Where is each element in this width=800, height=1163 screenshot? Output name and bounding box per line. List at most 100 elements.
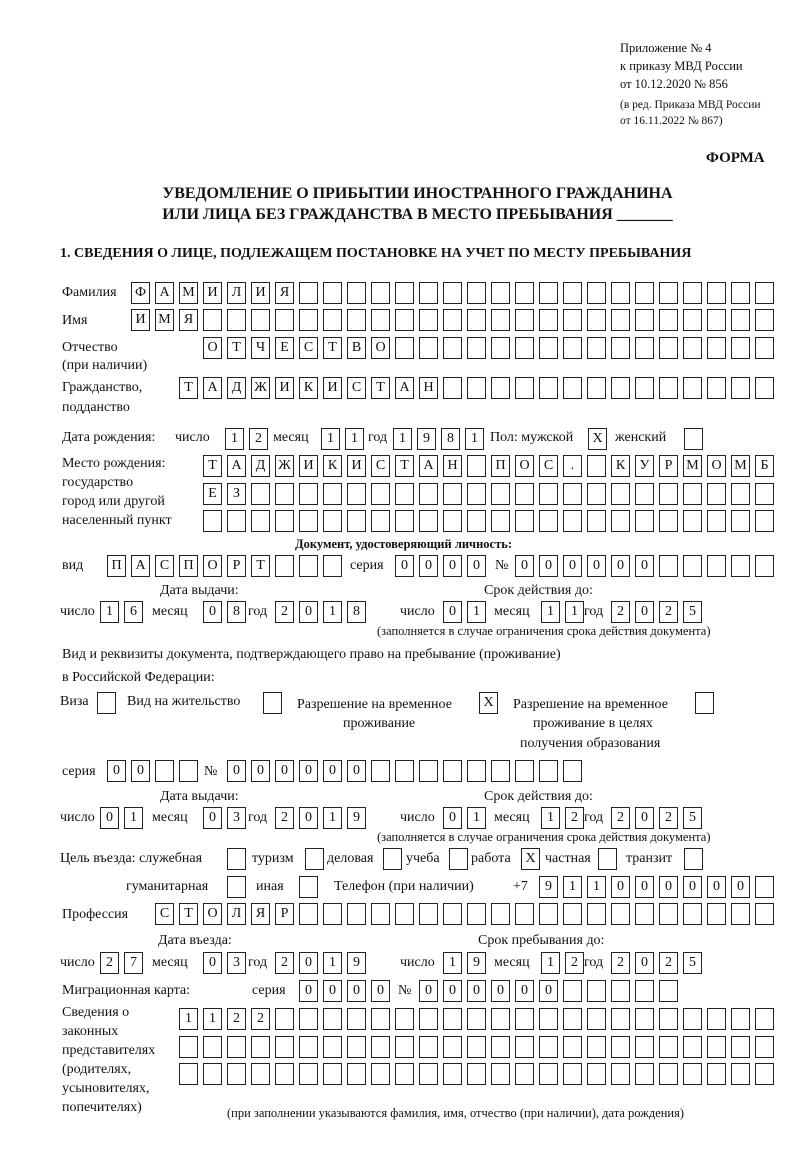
cell-mig-number[interactable]: [563, 980, 582, 1002]
cell-stay-issue-month[interactable]: 0: [203, 807, 222, 829]
checkbox-p-private[interactable]: [598, 848, 617, 870]
cell-stay-valid-year[interactable]: 5: [683, 807, 702, 829]
cell-profession[interactable]: Т: [179, 903, 198, 925]
cell-id-kind[interactable]: [275, 555, 294, 577]
cell-id-number[interactable]: [707, 555, 726, 577]
cell-stay-number[interactable]: [371, 760, 390, 782]
cell-surname[interactable]: И: [251, 282, 270, 304]
cell-birth-place2[interactable]: [539, 483, 558, 505]
cell-reps2[interactable]: [179, 1036, 198, 1058]
cell-id-issue-year[interactable]: 1: [323, 601, 342, 623]
cell-birth-place3[interactable]: [323, 510, 342, 532]
cell-profession[interactable]: [659, 903, 678, 925]
cell-name[interactable]: [587, 309, 606, 331]
cell-id-number[interactable]: 0: [539, 555, 558, 577]
cell-surname[interactable]: [611, 282, 630, 304]
cell-id-series[interactable]: 0: [467, 555, 486, 577]
cell-patronymic[interactable]: Т: [323, 337, 342, 359]
cell-stay-number[interactable]: [395, 760, 414, 782]
cell-birth-place1[interactable]: С: [371, 455, 390, 477]
cell-stay-issue-day[interactable]: 1: [124, 807, 143, 829]
cell-reps3[interactable]: [203, 1063, 222, 1085]
cell-patronymic[interactable]: [707, 337, 726, 359]
cell-id-issue-year[interactable]: 0: [299, 601, 318, 623]
cell-id-number[interactable]: 0: [563, 555, 582, 577]
cell-profession[interactable]: [323, 903, 342, 925]
cell-reps1[interactable]: [299, 1008, 318, 1030]
cell-reps1[interactable]: [587, 1008, 606, 1030]
cell-stay-number[interactable]: [563, 760, 582, 782]
cell-reps2[interactable]: [659, 1036, 678, 1058]
cell-name[interactable]: [659, 309, 678, 331]
cell-reps2[interactable]: [635, 1036, 654, 1058]
cell-id-kind[interactable]: А: [131, 555, 150, 577]
cell-profession[interactable]: [515, 903, 534, 925]
cell-birth-place1[interactable]: К: [323, 455, 342, 477]
cell-stay-year[interactable]: 0: [635, 952, 654, 974]
cell-citizenship[interactable]: К: [299, 377, 318, 399]
cell-patronymic[interactable]: [539, 337, 558, 359]
cell-birth-place3[interactable]: [683, 510, 702, 532]
cell-stay-number[interactable]: [539, 760, 558, 782]
cell-stay-number[interactable]: 0: [299, 760, 318, 782]
cell-birth-place3[interactable]: [515, 510, 534, 532]
cell-profession[interactable]: [587, 903, 606, 925]
cell-reps1[interactable]: [635, 1008, 654, 1030]
cell-birth-place1[interactable]: У: [635, 455, 654, 477]
cell-mig-number[interactable]: [635, 980, 654, 1002]
cell-patronymic[interactable]: [635, 337, 654, 359]
cell-reps2[interactable]: [683, 1036, 702, 1058]
cell-reps2[interactable]: [539, 1036, 558, 1058]
cell-reps3[interactable]: [707, 1063, 726, 1085]
cell-name[interactable]: [395, 309, 414, 331]
cell-id-valid-day[interactable]: 0: [443, 601, 462, 623]
cell-citizenship[interactable]: [707, 377, 726, 399]
cell-citizenship[interactable]: [563, 377, 582, 399]
cell-birth-place3[interactable]: [251, 510, 270, 532]
cell-birth-place3[interactable]: [659, 510, 678, 532]
cell-reps2[interactable]: [371, 1036, 390, 1058]
cell-name[interactable]: Я: [179, 309, 198, 331]
cell-stay-valid-year[interactable]: 0: [635, 807, 654, 829]
cell-surname[interactable]: [347, 282, 366, 304]
cell-reps2[interactable]: [347, 1036, 366, 1058]
cell-birth-place3[interactable]: [371, 510, 390, 532]
cell-reps3[interactable]: [227, 1063, 246, 1085]
cell-phone[interactable]: 1: [587, 876, 606, 898]
cell-name[interactable]: [227, 309, 246, 331]
cell-name[interactable]: [251, 309, 270, 331]
cell-birth-place2[interactable]: [683, 483, 702, 505]
checkbox-p-business[interactable]: [383, 848, 402, 870]
cell-surname[interactable]: Я: [275, 282, 294, 304]
cell-reps2[interactable]: [515, 1036, 534, 1058]
cell-citizenship[interactable]: С: [347, 377, 366, 399]
cell-reps2[interactable]: [587, 1036, 606, 1058]
cell-citizenship[interactable]: [539, 377, 558, 399]
cell-birth-place2[interactable]: [443, 483, 462, 505]
checkbox-p-tourism[interactable]: [305, 848, 324, 870]
cell-profession[interactable]: [467, 903, 486, 925]
cell-birth-place1[interactable]: Т: [203, 455, 222, 477]
cell-reps1[interactable]: [347, 1008, 366, 1030]
cell-reps2[interactable]: [491, 1036, 510, 1058]
cell-citizenship[interactable]: [611, 377, 630, 399]
cell-reps3[interactable]: [611, 1063, 630, 1085]
cell-id-kind[interactable]: С: [155, 555, 174, 577]
cell-reps3[interactable]: [371, 1063, 390, 1085]
cell-patronymic[interactable]: С: [299, 337, 318, 359]
cell-name[interactable]: [683, 309, 702, 331]
cell-mig-series[interactable]: 0: [371, 980, 390, 1002]
cell-birth-year[interactable]: 1: [393, 428, 412, 450]
cell-id-kind[interactable]: О: [203, 555, 222, 577]
cell-entry-year[interactable]: 2: [275, 952, 294, 974]
cell-mig-number[interactable]: [659, 980, 678, 1002]
cell-stay-number[interactable]: [419, 760, 438, 782]
cell-profession[interactable]: С: [155, 903, 174, 925]
cell-profession[interactable]: [683, 903, 702, 925]
cell-id-issue-month[interactable]: 8: [227, 601, 246, 623]
cell-birth-place1[interactable]: Р: [659, 455, 678, 477]
cell-surname[interactable]: [587, 282, 606, 304]
cell-reps2[interactable]: [299, 1036, 318, 1058]
cell-birth-place1[interactable]: С: [539, 455, 558, 477]
cell-reps2[interactable]: [227, 1036, 246, 1058]
